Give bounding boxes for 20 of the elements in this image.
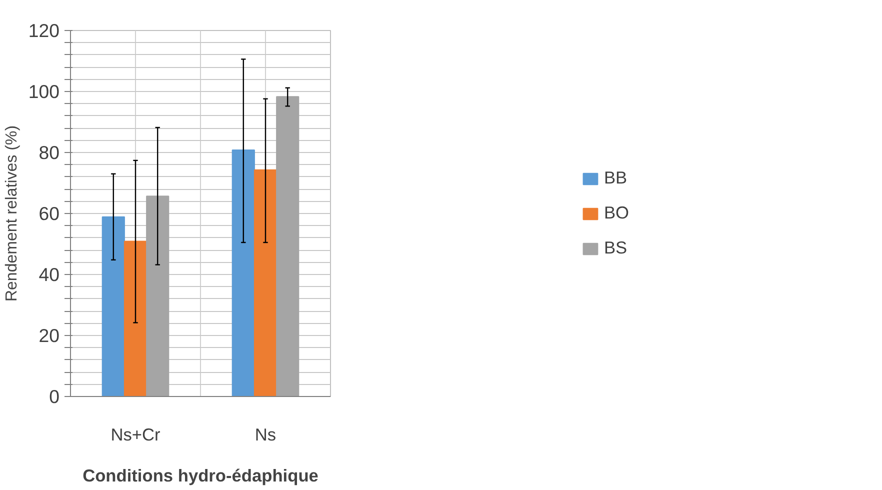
bar	[124, 240, 148, 396]
legend-label: BB	[604, 168, 628, 188]
y-tick-label: 100	[28, 81, 60, 102]
legend-label: BO	[604, 202, 630, 224]
y-tick-label: 40	[38, 264, 60, 285]
y-tick-label: 0	[49, 386, 60, 407]
x-tick-label: Ns+Cr	[110, 424, 161, 444]
bar	[146, 196, 170, 396]
y-tick-label: 80	[38, 142, 60, 163]
bar	[254, 169, 278, 396]
bar	[232, 150, 255, 396]
y-tick-label: 120	[28, 20, 60, 41]
legend-label: BS	[604, 238, 628, 258]
bar	[276, 96, 300, 396]
x-tick-label: Ns	[254, 424, 276, 444]
y-tick-label: 20	[38, 325, 60, 346]
y-tick-label: 60	[38, 203, 60, 224]
x-axis-title: Conditions hydro-édaphique	[82, 466, 319, 486]
y-axis-title: Rendement relatives (%)	[3, 125, 20, 302]
bar	[102, 216, 125, 396]
